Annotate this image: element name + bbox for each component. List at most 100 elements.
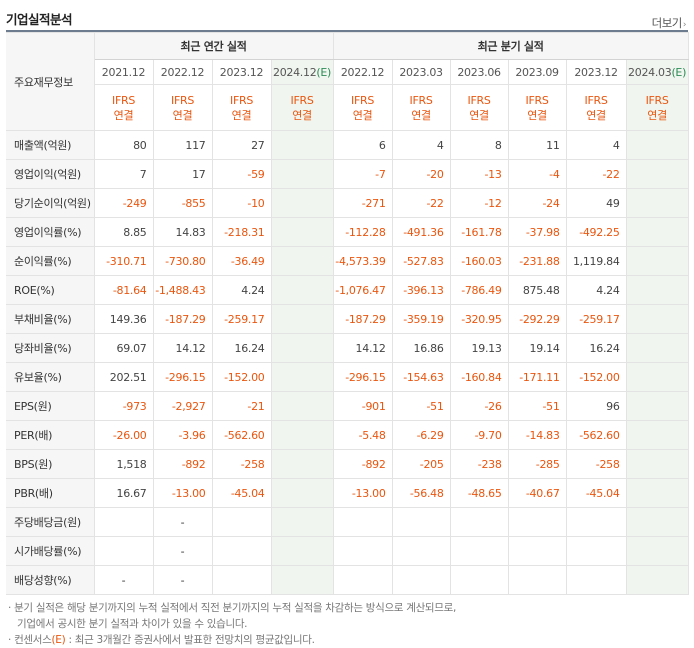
row-label: 당기순이익(억원): [6, 188, 95, 218]
ifrs-header: IFRS 연결: [565, 84, 627, 131]
table-cell: 17: [152, 159, 213, 189]
table-cell: -160.84: [449, 362, 509, 392]
table-cell: -4: [507, 159, 567, 189]
table-cell: -259.17: [565, 304, 627, 334]
table-cell: [625, 304, 689, 334]
table-cell: 8.85: [93, 217, 154, 247]
table-cell: [270, 304, 334, 334]
table-cell: [93, 536, 154, 566]
table-cell: -238: [449, 449, 509, 479]
table-cell: [449, 536, 509, 566]
table-cell: [507, 565, 567, 595]
table-cell: -973: [93, 391, 154, 421]
table-row: 순이익률(%) -310.71 -730.80 -36.49 -4,573.39 -527…: [6, 246, 689, 276]
table-cell: [625, 449, 689, 479]
table-cell: 14.83: [152, 217, 213, 247]
ifrs-label: IFRS: [645, 93, 669, 107]
ifrs-label: IFRS: [230, 93, 253, 107]
table-cell: [625, 188, 689, 218]
quarter-group-header: 최근 분기 실적: [332, 32, 689, 60]
table-cell: 4.24: [565, 275, 627, 305]
table-cell: [270, 333, 334, 363]
table-cell: -13.00: [152, 478, 213, 508]
table-cell: [270, 362, 334, 392]
table-cell: [625, 362, 689, 392]
consolidated-label: 연결: [172, 108, 193, 122]
table-cell: [270, 275, 334, 305]
table-row: 매출액(억원) 80 117 27 6 4 8 11 4: [6, 130, 689, 160]
ifrs-header: IFRS 연결: [211, 84, 272, 131]
ifrs-label: IFRS: [584, 93, 608, 107]
table-cell: [507, 536, 567, 566]
table-cell: -45.04: [211, 478, 272, 508]
period-header: 2022.12: [332, 59, 393, 85]
table-cell: [565, 507, 627, 537]
table-cell: [270, 130, 334, 160]
table-cell: 16.24: [211, 333, 272, 363]
table-cell: 49: [565, 188, 627, 218]
table-cell: [625, 246, 689, 276]
table-cell: [449, 507, 509, 537]
table-cell: [270, 478, 334, 508]
more-label: 더보기: [651, 16, 683, 30]
more-link[interactable]: 더보기›: [651, 15, 687, 31]
table-cell: -51: [391, 391, 451, 421]
period-header: 2023.03: [391, 59, 451, 85]
table-cell: -59: [211, 159, 272, 189]
table-cell: [211, 536, 272, 566]
table-cell: [625, 536, 689, 566]
footnote-2-suffix: : 최근 3개월간 증권사에서 발표한 전망치의 평균값입니다.: [65, 634, 315, 646]
table-cell: [270, 217, 334, 247]
period-label: 2021.12: [101, 65, 146, 79]
table-cell: -292.29: [507, 304, 567, 334]
consolidated-label: 연결: [411, 108, 431, 122]
row-label: 영업이익률(%): [6, 217, 95, 247]
table-cell: [270, 246, 334, 276]
period-label: 2022.12: [160, 65, 205, 79]
table-cell: [625, 478, 689, 508]
table-cell: [332, 565, 393, 595]
table-cell: -396.13: [391, 275, 451, 305]
table-cell: -81.64: [93, 275, 154, 305]
table-cell: -9.70: [449, 420, 509, 450]
table-cell: -51: [507, 391, 567, 421]
period-label: 2023.12: [219, 65, 264, 79]
period-header: 2024.03(E): [625, 59, 689, 85]
table-cell: [211, 565, 272, 595]
financial-table: 주요재무정보 최근 연간 실적 최근 분기 실적 2021.12 2022.12 2…: [6, 32, 689, 595]
table-cell: -13.00: [332, 478, 393, 508]
table-row: EPS(원) -973 -2,927 -21 -901 -51 -26 -51 96: [6, 391, 689, 421]
table-cell: -20: [391, 159, 451, 189]
period-header: 2021.12: [93, 59, 154, 85]
table-cell: -855: [152, 188, 213, 218]
table-cell: -259.17: [211, 304, 272, 334]
table-cell: 202.51: [93, 362, 154, 392]
table-cell: -187.29: [332, 304, 393, 334]
table-cell: -527.83: [391, 246, 451, 276]
ifrs-header: IFRS 연결: [449, 84, 509, 131]
table-cell: [449, 565, 509, 595]
table-cell: -359.19: [391, 304, 451, 334]
row-label: 당좌비율(%): [6, 333, 95, 363]
chevron-right-icon: ›: [682, 20, 687, 30]
table-cell: 6: [332, 130, 393, 160]
ifrs-header: IFRS 연결: [93, 84, 154, 131]
title-divider: [6, 30, 688, 32]
table-cell: 875.48: [507, 275, 567, 305]
table-cell: -24: [507, 188, 567, 218]
table-row: 당좌비율(%) 69.07 14.12 16.24 14.12 16.86 19.13 19.…: [6, 333, 689, 363]
row-label: ROE(%): [6, 275, 95, 305]
row-label: 순이익률(%): [6, 246, 95, 276]
table-cell: -271: [332, 188, 393, 218]
footnotes: · 분기 실적은 해당 분기까지의 누적 실적에서 직전 분기까지의 누적 실적…: [8, 600, 456, 648]
table-cell: -10: [211, 188, 272, 218]
row-label: 시가배당률(%): [6, 536, 95, 566]
table-cell: -6.29: [391, 420, 451, 450]
period-label: 2023.03: [399, 65, 443, 79]
table-cell: [270, 391, 334, 421]
table-cell: -1,076.47: [332, 275, 393, 305]
table-cell: -730.80: [152, 246, 213, 276]
table-cell: -: [93, 565, 154, 595]
table-cell: 96: [565, 391, 627, 421]
table-cell: [507, 507, 567, 537]
